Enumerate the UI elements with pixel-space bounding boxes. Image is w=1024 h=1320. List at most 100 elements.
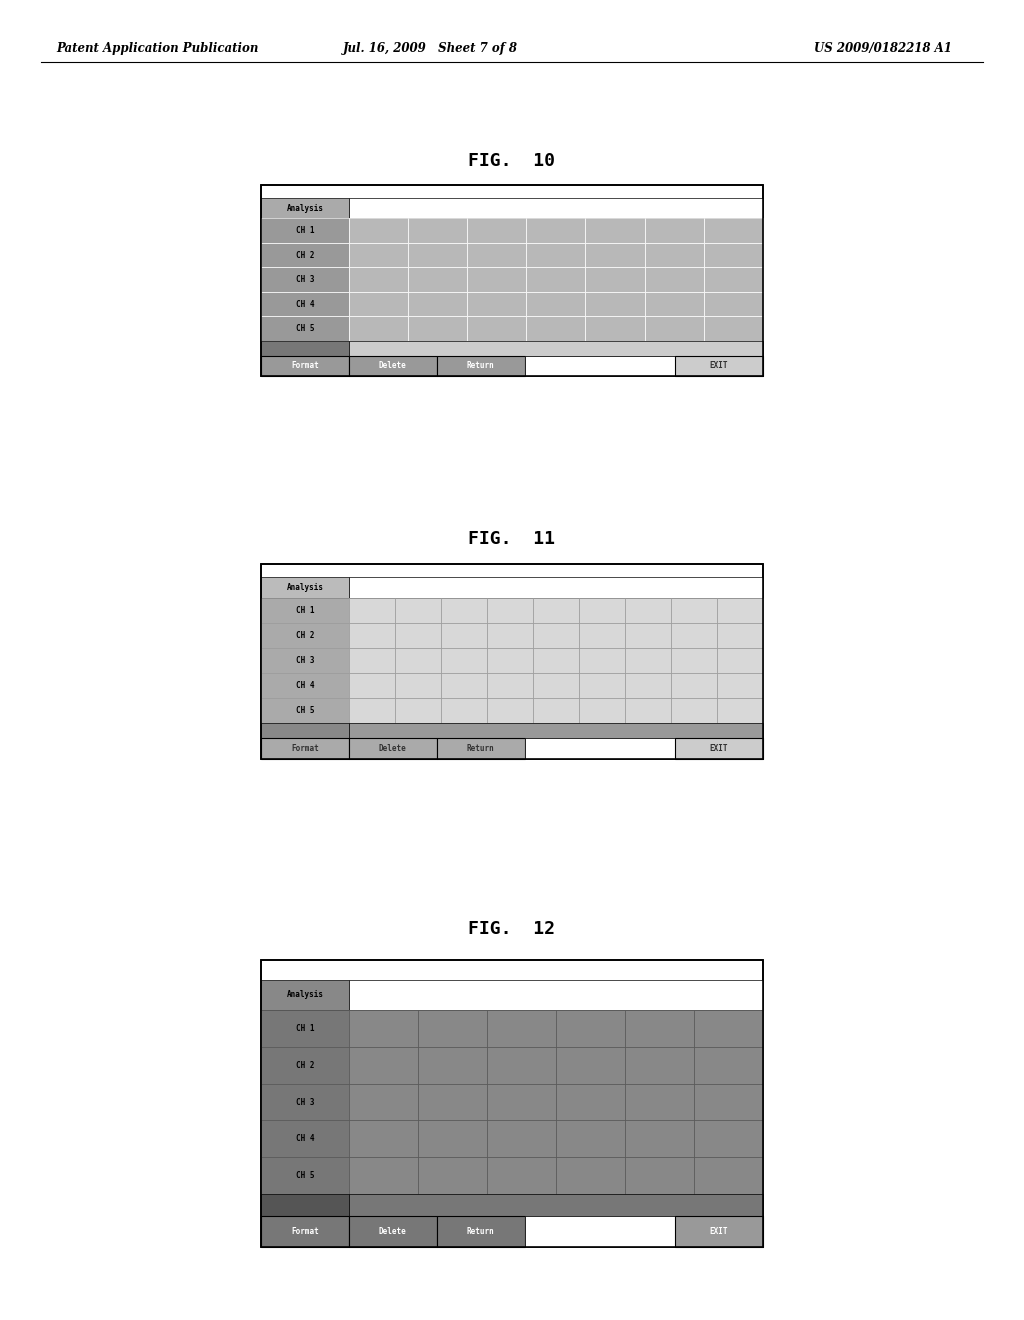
Bar [467, 267, 526, 292]
Bar [441, 648, 487, 673]
Bar [349, 698, 395, 723]
Text: Return: Return [467, 1228, 495, 1237]
Bar [349, 1216, 436, 1247]
Bar [487, 598, 532, 623]
Bar [532, 598, 579, 623]
Bar [526, 243, 586, 267]
Bar [487, 698, 532, 723]
Bar [349, 598, 395, 623]
Bar [261, 1158, 349, 1195]
Bar [349, 577, 763, 598]
Text: CH 3: CH 3 [296, 656, 314, 665]
Bar [467, 317, 526, 341]
Bar [717, 598, 763, 623]
Bar [261, 598, 349, 623]
Bar [556, 1010, 625, 1047]
Bar [395, 648, 441, 673]
Bar [408, 292, 467, 317]
Bar [261, 218, 349, 243]
Bar [526, 292, 586, 317]
Bar [675, 738, 763, 759]
Text: US 2009/0182218 A1: US 2009/0182218 A1 [814, 42, 952, 55]
Text: Return: Return [467, 744, 495, 752]
Bar [261, 564, 763, 759]
Bar [441, 673, 487, 698]
Bar [418, 1158, 487, 1195]
Bar [349, 198, 763, 218]
Text: Analysis: Analysis [287, 203, 324, 213]
Bar [261, 960, 763, 1247]
Bar [532, 623, 579, 648]
Bar [625, 673, 671, 698]
Text: Format: Format [291, 744, 318, 752]
Bar [586, 317, 645, 341]
Bar [645, 267, 703, 292]
Bar [261, 564, 763, 759]
Bar [349, 341, 763, 355]
Bar [261, 673, 349, 698]
Bar [694, 1158, 763, 1195]
Bar [579, 623, 625, 648]
Text: CH 2: CH 2 [296, 1061, 314, 1069]
Bar [579, 648, 625, 673]
Bar [532, 698, 579, 723]
Text: FIG.  10: FIG. 10 [469, 152, 555, 170]
Bar [418, 1121, 487, 1158]
Bar [261, 243, 349, 267]
Bar [625, 1158, 694, 1195]
Bar [418, 1084, 487, 1121]
Bar [395, 673, 441, 698]
Bar [349, 267, 408, 292]
Text: Jul. 16, 2009   Sheet 7 of 8: Jul. 16, 2009 Sheet 7 of 8 [343, 42, 517, 55]
Bar [675, 1216, 763, 1247]
Text: Return: Return [467, 362, 495, 371]
Text: CH 5: CH 5 [296, 1171, 314, 1180]
Bar [694, 1047, 763, 1084]
Bar [717, 698, 763, 723]
Bar [625, 623, 671, 648]
Bar [349, 623, 395, 648]
Bar [694, 1084, 763, 1121]
Bar [526, 317, 586, 341]
Bar [671, 698, 717, 723]
Bar [408, 243, 467, 267]
Bar [487, 1047, 556, 1084]
Bar [586, 243, 645, 267]
Bar [436, 1216, 524, 1247]
Bar [579, 673, 625, 698]
Text: CH 2: CH 2 [296, 251, 314, 260]
Bar [703, 267, 763, 292]
Bar [349, 738, 436, 759]
Text: Format: Format [291, 362, 318, 371]
Bar [532, 648, 579, 673]
Bar [717, 623, 763, 648]
Bar [703, 218, 763, 243]
Bar [556, 1158, 625, 1195]
Bar [467, 292, 526, 317]
Bar [261, 698, 349, 723]
Bar [625, 598, 671, 623]
Text: CH 1: CH 1 [296, 1024, 314, 1034]
Bar [524, 1216, 675, 1247]
Text: Delete: Delete [379, 744, 407, 752]
Bar [261, 1047, 349, 1084]
Bar [671, 673, 717, 698]
Bar [349, 648, 395, 673]
Bar [625, 698, 671, 723]
Bar [671, 648, 717, 673]
Bar [261, 648, 349, 673]
Text: FIG.  12: FIG. 12 [469, 920, 555, 939]
Text: Delete: Delete [379, 362, 407, 371]
Bar [671, 598, 717, 623]
Text: Format: Format [291, 1228, 318, 1237]
Bar [349, 1047, 418, 1084]
Bar [408, 317, 467, 341]
Text: CH 5: CH 5 [296, 323, 314, 333]
Bar [645, 317, 703, 341]
Bar [441, 598, 487, 623]
Bar [349, 1195, 763, 1216]
Text: CH 4: CH 4 [296, 681, 314, 690]
Bar [261, 292, 349, 317]
Bar [261, 317, 349, 341]
Text: Analysis: Analysis [287, 990, 324, 999]
